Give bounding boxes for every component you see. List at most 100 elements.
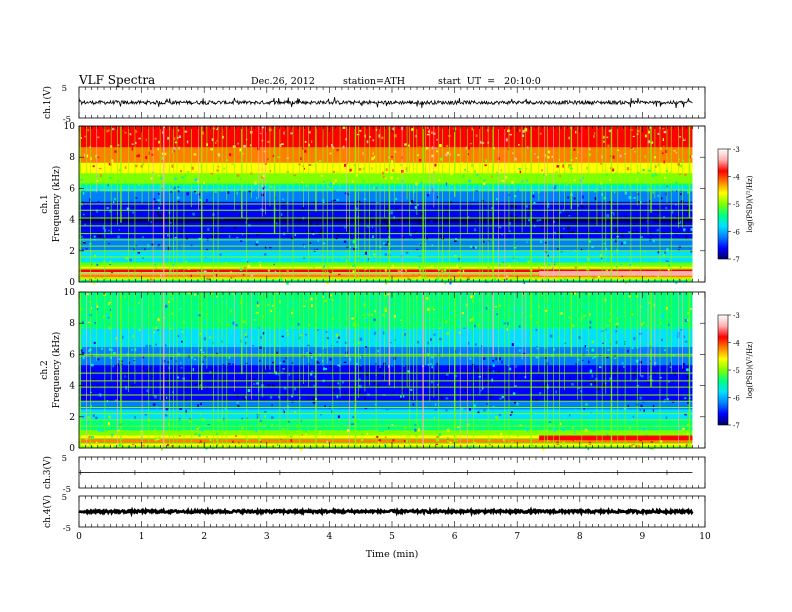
spectrogram-cell bbox=[381, 430, 384, 433]
spectrogram-cell bbox=[436, 138, 438, 141]
spectrogram-cell bbox=[581, 302, 584, 305]
spectrogram-cell bbox=[617, 278, 620, 281]
spectrogram-cell bbox=[469, 414, 472, 418]
spectrogram-cell bbox=[372, 152, 374, 155]
spectrogram-cell bbox=[92, 281, 95, 285]
spectrogram-cell bbox=[544, 304, 547, 308]
spectrogram-cell bbox=[556, 248, 559, 250]
spectrogram-row bbox=[79, 250, 693, 254]
spectrogram-cell bbox=[403, 225, 406, 229]
spectrogram-cell bbox=[133, 360, 136, 362]
spectrogram-cell bbox=[254, 424, 257, 427]
spectrogram-cell bbox=[255, 242, 259, 246]
spectrogram-cell bbox=[352, 415, 355, 419]
spectrogram-cell bbox=[637, 193, 639, 196]
spectrogram-cell bbox=[371, 236, 374, 240]
spectrogram-cell bbox=[99, 416, 102, 419]
spectrogram-cell bbox=[358, 136, 361, 139]
spectrogram-cell bbox=[564, 278, 567, 282]
spectrogram-cell bbox=[509, 173, 513, 176]
spectrogram-cell bbox=[91, 363, 94, 367]
spectrogram-row bbox=[79, 383, 693, 386]
spectrogram-cell bbox=[682, 159, 685, 162]
spectrogram-cell bbox=[394, 126, 397, 130]
spectrogram-cell bbox=[572, 427, 575, 430]
spectrogram-cell bbox=[188, 302, 190, 305]
figure-title: VLF Spectra bbox=[79, 73, 156, 87]
spectrogram-cell bbox=[431, 146, 434, 149]
spectrogram-cell bbox=[313, 384, 315, 387]
spectrogram-cell bbox=[544, 309, 548, 312]
spectrogram-cell bbox=[541, 169, 543, 172]
spectrogram-cell bbox=[577, 140, 580, 143]
spectrogram-cell bbox=[327, 405, 329, 407]
spectrogram-cell bbox=[657, 250, 660, 254]
spectrogram-cell bbox=[236, 174, 240, 177]
spectrogram-cell bbox=[264, 186, 266, 189]
spectrogram-cell bbox=[150, 355, 153, 359]
spectrogram-cell bbox=[674, 373, 677, 376]
spectrogram-cell bbox=[113, 218, 116, 221]
spectrogram-cell bbox=[152, 230, 155, 234]
spectrogram-cell bbox=[512, 152, 514, 154]
spectrogram-cell bbox=[246, 368, 250, 371]
spectrogram-cell bbox=[569, 376, 571, 380]
spectrogram-cell bbox=[269, 158, 272, 162]
spectrogram-cell bbox=[155, 343, 157, 346]
spectrogram-cell bbox=[667, 264, 671, 267]
spectrogram-cell bbox=[549, 446, 553, 449]
spectrogram-cell bbox=[185, 409, 187, 413]
spectrogram-cell bbox=[194, 433, 197, 436]
spectrogram-cell bbox=[671, 190, 674, 194]
spectrogram-cell bbox=[176, 136, 179, 139]
spectrogram-cell bbox=[690, 144, 693, 146]
spectrogram-cell bbox=[107, 337, 110, 340]
spectrogram-cell bbox=[129, 250, 132, 253]
spectrogram-cell bbox=[588, 326, 592, 329]
spectrogram-cell bbox=[95, 209, 98, 213]
spectrogram-cell bbox=[412, 336, 415, 339]
spectrogram-cell bbox=[386, 226, 390, 230]
spectrogram-row bbox=[79, 230, 693, 233]
spectrogram-cell bbox=[639, 396, 642, 400]
y-tick-label: 2 bbox=[69, 413, 75, 423]
spectrogram-cell bbox=[216, 444, 218, 447]
spectrogram-cell bbox=[319, 261, 322, 265]
spectrogram-cell bbox=[621, 330, 625, 333]
spectrogram-cell bbox=[590, 380, 593, 384]
spectrogram-cell bbox=[603, 170, 605, 172]
spectrogram-row bbox=[79, 204, 693, 207]
spectrogram-cell bbox=[663, 145, 665, 148]
spectrogram-cell bbox=[650, 441, 654, 443]
spectrogram-cell bbox=[614, 239, 617, 243]
spectrogram-cell bbox=[506, 230, 509, 234]
spectrogram-cell bbox=[108, 242, 110, 245]
spectrogram-cell bbox=[607, 144, 610, 148]
spectrogram-cell bbox=[197, 216, 199, 219]
spectrogram-cell bbox=[310, 346, 313, 350]
spectrogram-cell bbox=[620, 262, 623, 266]
spectrogram-cell bbox=[689, 397, 692, 400]
spectrogram-cell bbox=[144, 413, 148, 416]
spectrogram-cell bbox=[409, 233, 412, 237]
spectrogram-cell bbox=[457, 184, 459, 188]
spectrogram-cell bbox=[310, 372, 313, 376]
spectrogram-cell bbox=[97, 428, 101, 432]
spectrogram-cell bbox=[163, 304, 166, 307]
spectrogram-cell bbox=[277, 395, 280, 399]
spectrogram-cell bbox=[536, 347, 539, 350]
spectrogram-row bbox=[79, 149, 693, 153]
spectrogram-cell bbox=[127, 322, 131, 324]
spectrogram-cell bbox=[246, 310, 249, 313]
spectrogram-cell bbox=[243, 396, 246, 400]
spectrogram-cell bbox=[83, 153, 86, 157]
spectrogram-cell bbox=[526, 429, 529, 432]
spectrogram-cell bbox=[587, 263, 589, 265]
spectrogram-cell bbox=[177, 376, 180, 379]
spectrogram-cell bbox=[501, 233, 503, 236]
spectrogram-cell bbox=[203, 321, 207, 325]
spectrogram-cell bbox=[651, 141, 654, 144]
spectrogram-cell bbox=[153, 331, 155, 334]
spectrogram-cell bbox=[358, 378, 361, 381]
spectrogram-cell bbox=[451, 420, 454, 424]
